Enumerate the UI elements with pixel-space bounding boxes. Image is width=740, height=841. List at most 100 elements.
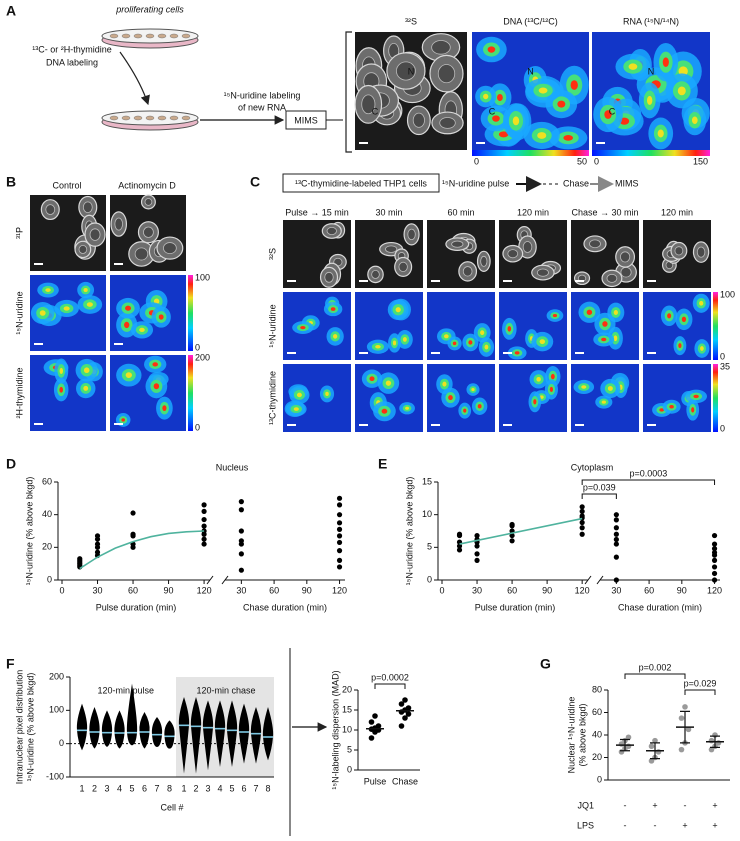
- data-point: [711, 577, 718, 583]
- data-point: [402, 697, 408, 703]
- scale-bar: [431, 280, 440, 282]
- pixel-distribution: [238, 703, 250, 764]
- micrograph: [499, 220, 567, 288]
- factor-level: +: [712, 820, 717, 830]
- x-tick-label: 90: [302, 585, 312, 595]
- colorbar-label: 200: [195, 352, 210, 362]
- scale-bar: [503, 352, 512, 354]
- significance-bracket: [581, 493, 617, 499]
- micrograph: [499, 292, 567, 360]
- colorbar-label: 100: [720, 289, 735, 299]
- data-point: [402, 715, 408, 721]
- data-point: [474, 557, 480, 564]
- nucleus: [89, 228, 101, 241]
- y-tick-label: 20: [42, 542, 52, 552]
- dish-cell: [121, 115, 131, 121]
- data-point: [368, 735, 375, 741]
- micrograph: [355, 364, 423, 432]
- factor-label: JQ1: [577, 800, 594, 810]
- row-label: ¹⁵N-uridine: [14, 291, 24, 334]
- data-point: [648, 758, 655, 764]
- cell-hotspot: [570, 80, 578, 90]
- cell-hotspot: [45, 288, 51, 292]
- x-tick-label: 90: [164, 585, 174, 595]
- dish-cell: [133, 33, 143, 39]
- colorbar-label: 0: [720, 423, 725, 433]
- colorbar-label: 0: [474, 156, 479, 166]
- dish-cell: [157, 115, 167, 121]
- data-point: [711, 546, 718, 552]
- nucleus: [480, 255, 488, 267]
- cell-hotspot: [158, 314, 164, 320]
- micrograph: [30, 275, 106, 351]
- p-value: p=0.0002: [371, 672, 409, 682]
- micrograph: [643, 292, 711, 360]
- nucleus: [620, 267, 632, 278]
- cell-hotspot: [613, 310, 618, 315]
- micrograph: [643, 364, 711, 432]
- colorbar: [188, 275, 193, 351]
- rna-labeling: ¹⁵N-uridine labeling: [224, 90, 301, 100]
- x-tick-label: 7: [253, 783, 258, 793]
- nucleus: [78, 244, 88, 254]
- cell-hotspot: [468, 340, 473, 345]
- micrograph: [571, 292, 639, 360]
- cell-hotspot: [646, 95, 653, 105]
- scale-bar: [359, 424, 368, 426]
- cell-hotspot: [699, 300, 704, 306]
- row-label: ¹⁵N-uridine: [267, 304, 277, 347]
- data-point: [238, 507, 244, 513]
- nucleus: [522, 241, 533, 253]
- scale-bar: [575, 280, 584, 282]
- cell-hotspot: [492, 115, 500, 122]
- row-label: ¹³C-thymidine: [267, 371, 277, 425]
- data-point: [509, 532, 515, 539]
- cell-hotspot: [381, 408, 388, 414]
- dna-labeling: ¹³C- or ²H-thymidine: [32, 44, 112, 54]
- cell-hotspot: [333, 334, 338, 339]
- cell-hotspot: [677, 86, 686, 96]
- nucleus: [412, 112, 425, 128]
- scale-bar: [287, 424, 296, 426]
- nucleus: [385, 245, 398, 253]
- x-tick-label: 0: [439, 585, 444, 595]
- y-tick-label: 0: [597, 774, 602, 784]
- pixel-distribution: [164, 720, 175, 749]
- pixel-distribution: [139, 712, 150, 749]
- data-point: [625, 734, 632, 741]
- error-bar: [710, 735, 720, 748]
- y-axis-label: ¹⁵N-uridine (% above bkgd): [25, 673, 35, 782]
- factor-label: LPS: [577, 820, 594, 830]
- error-bar: [680, 710, 690, 744]
- factor-level: +: [712, 800, 717, 810]
- y-tick-label: 20: [592, 752, 602, 762]
- data-point: [678, 746, 685, 753]
- cell-hotspot: [369, 376, 375, 382]
- nucleus: [620, 251, 631, 263]
- cell-hotspot: [162, 405, 167, 412]
- cell-hotspot: [402, 337, 407, 342]
- y-tick-label: 15: [342, 704, 352, 714]
- data-point: [708, 746, 715, 753]
- region-label: C: [372, 106, 379, 116]
- y-tick-label: 40: [592, 729, 602, 739]
- data-point: [456, 547, 463, 553]
- cell-hotspot: [538, 87, 548, 94]
- data-point: [711, 564, 718, 570]
- p-value: p=0.039: [583, 482, 616, 492]
- cell-hotspot: [83, 385, 89, 391]
- data-point: [201, 541, 207, 547]
- cell-hotspot: [497, 93, 503, 102]
- p-value: p=0.0003: [629, 468, 667, 478]
- data-point: [474, 532, 480, 539]
- nucleus: [439, 117, 456, 129]
- step-label: ¹³C-thymidine-labeled THP1 cells: [295, 178, 427, 188]
- y-tick-label: 0: [59, 738, 64, 748]
- factor-level: +: [682, 820, 687, 830]
- data-point: [336, 526, 343, 532]
- y-tick-label: 60: [42, 476, 52, 486]
- dish-cell: [145, 115, 155, 121]
- data-point: [579, 508, 585, 514]
- cell-hotspot: [693, 394, 699, 399]
- cell-hotspot: [586, 309, 593, 315]
